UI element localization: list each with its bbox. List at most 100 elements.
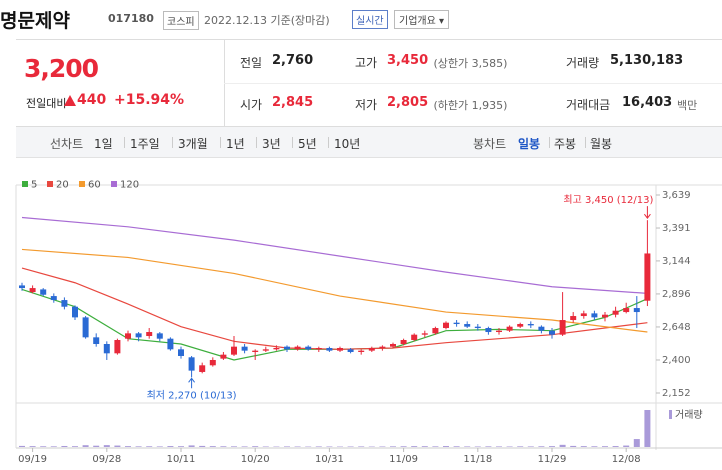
volume-bar (506, 446, 513, 447)
candle-body (527, 324, 534, 326)
moving-average-line (21, 216, 648, 294)
volume-bar (252, 446, 259, 447)
volume-bar (125, 446, 131, 447)
volume-bar (612, 446, 619, 447)
info-note: (상한가 3,585) (433, 57, 508, 70)
candle-body (50, 296, 57, 301)
toolbar (16, 127, 722, 158)
candle-body (231, 346, 237, 355)
realtime-button[interactable]: 실시간 (352, 10, 388, 29)
info-value: 2,805 (387, 95, 429, 110)
moving-average-line (21, 267, 648, 350)
period-button[interactable]: 1주일 (130, 137, 160, 151)
legend-label: 120 (120, 180, 139, 191)
candle-body (103, 343, 110, 354)
x-tick-label: 12/08 (612, 454, 641, 465)
separator (328, 137, 329, 148)
candle-body (114, 340, 121, 354)
line-chart-label: 선차트 (50, 137, 84, 151)
candle-body (262, 349, 269, 351)
volume-bar (453, 446, 460, 447)
candle-body (209, 359, 216, 366)
volume-bar (209, 446, 216, 447)
interval-button[interactable]: 월봉 (590, 137, 613, 151)
legend-swatch (47, 181, 53, 187)
info-label: 전일 (240, 56, 263, 70)
x-tick-label: 10/20 (241, 454, 270, 465)
volume-bar (72, 446, 78, 447)
info-label: 저가 (355, 98, 378, 112)
volume-bar (220, 446, 227, 447)
info-box (16, 39, 722, 127)
info-label: 시가 (240, 98, 263, 112)
separator (172, 137, 173, 148)
candle-body (188, 357, 195, 371)
volume-bar (40, 446, 47, 447)
info-label: 거래대금 (566, 98, 611, 112)
separator (256, 137, 257, 148)
candle-body (506, 326, 513, 331)
candle-body (315, 347, 322, 350)
x-tick-label: 11/18 (463, 454, 492, 465)
volume-bar (294, 446, 301, 447)
volume-bar (400, 446, 407, 447)
stock-name: 명문제약 (0, 10, 70, 32)
moving-average-line (21, 248, 648, 333)
candle-body (485, 328, 492, 333)
candle-body (273, 347, 280, 350)
candle-body (305, 346, 312, 350)
change-label: 전일대비 (26, 97, 67, 110)
period-button[interactable]: 10년 (334, 137, 361, 151)
volume-bar (570, 445, 577, 447)
period-button[interactable]: 3년 (262, 137, 281, 151)
info-value: 2,845 (272, 95, 314, 110)
info-label: 고가 (355, 56, 378, 70)
volume-bar (241, 446, 248, 447)
candle-body (167, 338, 174, 350)
x-tick-label: 10/11 (167, 454, 196, 465)
legend-swatch (79, 181, 85, 187)
x-tick-label: 11/29 (538, 454, 567, 465)
up-triangle (64, 95, 76, 106)
volume-bar (262, 446, 269, 447)
period-button[interactable]: 1일 (94, 137, 113, 151)
overview-dropdown[interactable]: 기업개요 ▾ (394, 10, 450, 29)
volume-bar (231, 446, 237, 447)
y-tick-label: 3,144 (662, 256, 691, 267)
volume-bar (464, 446, 471, 447)
info-value: 3,450 (387, 53, 429, 68)
period-button[interactable]: 3개월 (178, 137, 208, 151)
volume-bar (326, 446, 333, 447)
candle-body (612, 310, 619, 315)
volume-bar (549, 446, 555, 447)
candle-body (474, 326, 481, 329)
candle-body (93, 337, 100, 344)
volume-bar (379, 446, 386, 447)
info-value: 16,403 (622, 95, 673, 110)
candle-body (580, 313, 587, 317)
candle-body (135, 333, 142, 338)
candle-body (337, 347, 343, 351)
volume-bar (82, 445, 89, 447)
x-tick-label: 09/19 (18, 454, 47, 465)
candle-body (19, 285, 25, 289)
separator (124, 137, 125, 148)
volume-bar (443, 446, 449, 447)
candle-body (443, 322, 449, 329)
x-tick-label: 09/28 (92, 454, 121, 465)
change: 440 (77, 92, 107, 108)
candle-body (602, 314, 608, 318)
interval-button[interactable]: 일봉 (518, 137, 541, 151)
volume-bar (485, 446, 492, 447)
candle-body (29, 288, 36, 293)
period-button[interactable]: 5년 (298, 137, 317, 151)
min-annotation: 최저 2,270 (10/13) (147, 389, 237, 401)
period-button[interactable]: 1년 (226, 137, 245, 151)
candle-body (549, 330, 555, 335)
volume-bar (644, 410, 651, 447)
legend-label: 60 (88, 180, 101, 191)
interval-button[interactable]: 주봉 (554, 137, 577, 151)
candle-body (178, 349, 184, 356)
